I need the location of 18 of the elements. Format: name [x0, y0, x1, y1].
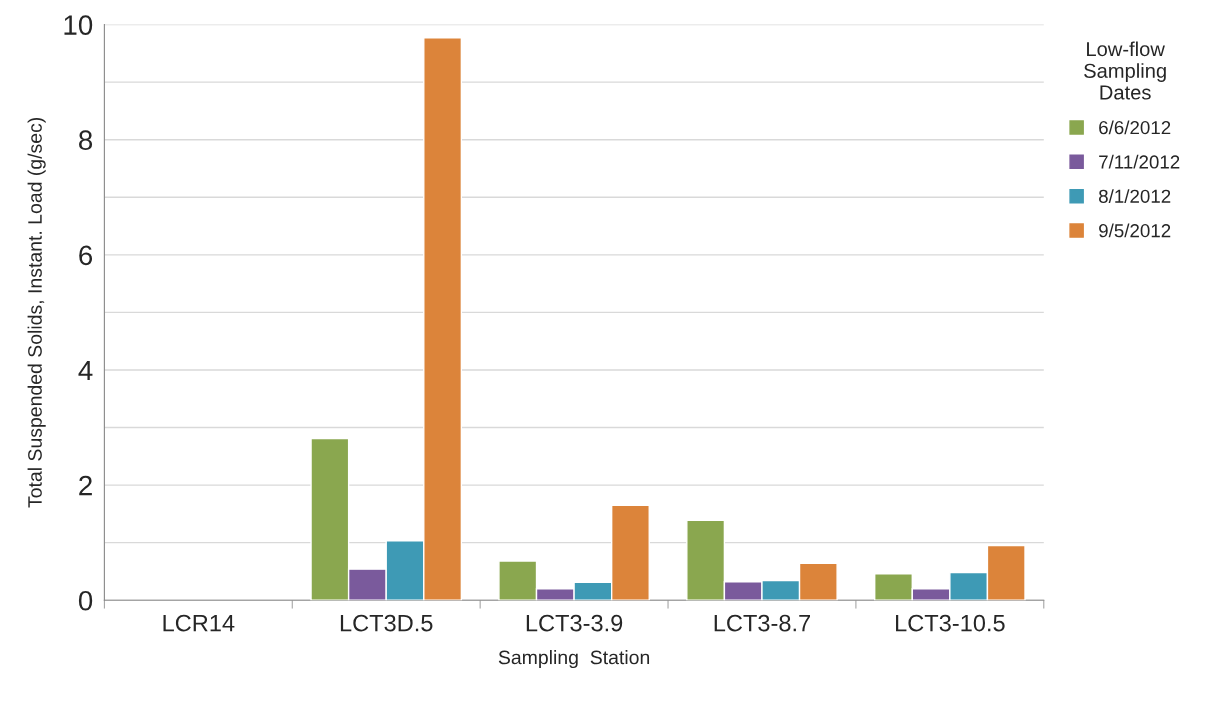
y-tick-label: 2 — [79, 475, 92, 496]
legend-label: 8/1/2012 — [1099, 189, 1171, 203]
y-tick-label: 0 — [78, 590, 93, 611]
x-axis-title: Sampling Station — [498, 650, 650, 669]
legend-title: Low-flow Sampling Dates — [1084, 41, 1166, 100]
legend-label: 7/11/2012 — [1099, 154, 1180, 169]
x-tick-label: LCT3D.5 — [340, 614, 433, 632]
legend-label: 9/5/2012 — [1099, 223, 1171, 238]
x-tick-label: LCR14 — [163, 614, 235, 632]
x-tick-label: LCT3-8.7 — [714, 614, 810, 632]
x-tick-label: LCT3-3.9 — [526, 614, 623, 632]
y-axis-title: Total Suspended Solids, Instant. Load (g/sec) — [27, 117, 46, 508]
y-tick-label: 6 — [79, 245, 93, 266]
y-tick-label: 10 — [64, 15, 93, 35]
y-tick-label: 8 — [79, 130, 93, 151]
y-tick-label: 4 — [78, 360, 93, 381]
legend-label: 6/6/2012 — [1099, 120, 1171, 135]
x-tick-label: LCT3-10.5 — [896, 614, 1005, 632]
